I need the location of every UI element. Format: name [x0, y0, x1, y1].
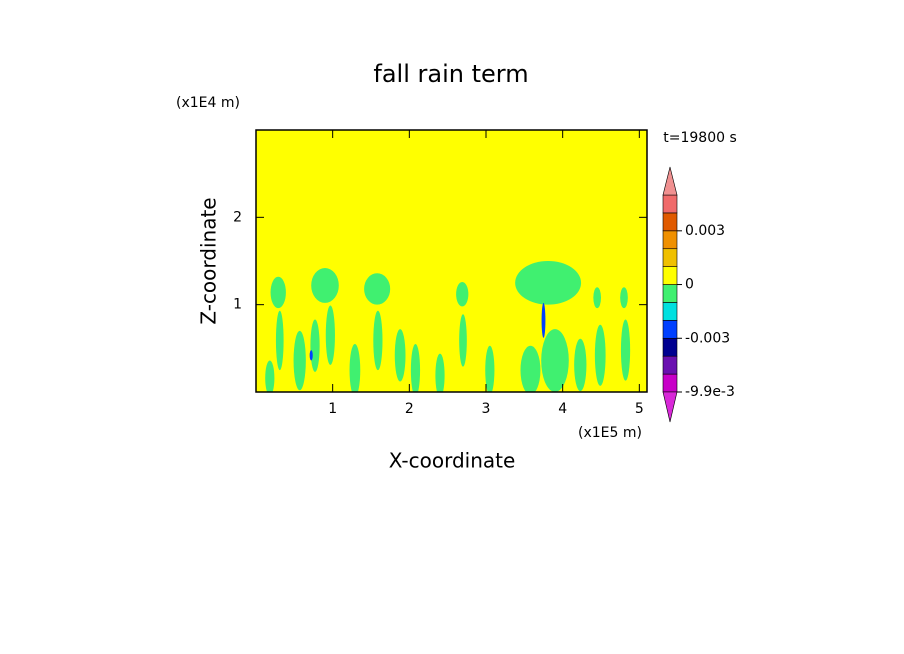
colorbar-box [662, 302, 678, 321]
colorbar-box [662, 355, 678, 375]
x-axis-label: X-coordinate [389, 449, 516, 473]
y-tick-label: 2 [233, 209, 242, 225]
colorbar-box [662, 337, 678, 357]
colorbar-tick-label: 0 [685, 277, 694, 293]
field-region [293, 330, 306, 391]
colorbar-box [662, 320, 678, 339]
colorbar-box [662, 248, 678, 267]
field-region [373, 310, 383, 371]
x-tick-label: 2 [405, 401, 414, 417]
y-unit: (x1E4 m) [176, 95, 240, 111]
field-region [270, 276, 286, 309]
x-unit: (x1E5 m) [578, 425, 642, 441]
colorbar-box [662, 212, 678, 232]
x-tick-label: 3 [482, 401, 491, 417]
colorbar-tick-label: -9.9e-3 [685, 384, 735, 400]
field-region [520, 345, 541, 392]
field-region [541, 302, 546, 338]
field-region [574, 338, 587, 392]
field-region [620, 319, 631, 381]
axes: 1 2 3 4 5 1 2 -9.9e-3 -0.003 0 0.003 [233, 129, 735, 423]
plot-area [256, 130, 647, 392]
field-region [594, 324, 606, 386]
annotation: t=19800 s [663, 130, 737, 146]
field-region [311, 267, 339, 303]
field-region [593, 287, 602, 309]
x-tick-label: 4 [558, 401, 567, 417]
field-region [275, 310, 284, 371]
y-axis-label: Z-coordinate [197, 197, 221, 324]
y-tick-label: 1 [233, 297, 242, 313]
colorbar-box [662, 373, 678, 393]
field-region [349, 343, 361, 392]
field-region [325, 305, 335, 365]
field-region [394, 329, 406, 382]
plot-frame [255, 129, 648, 393]
colorbar-tick-label: 0.003 [685, 223, 725, 239]
colorbar-box [662, 284, 678, 303]
field-region [265, 360, 275, 392]
field-region [364, 273, 391, 305]
colorbar-box [662, 194, 678, 214]
field-region [620, 287, 628, 309]
field-region [485, 345, 495, 392]
field-region [435, 353, 445, 392]
colorbar-tick-label: -0.003 [685, 330, 730, 346]
chart-title: fall rain term [373, 60, 528, 88]
field-region [541, 329, 569, 392]
x-tick-label: 1 [328, 401, 337, 417]
field-region [515, 261, 582, 305]
colorbar-box [662, 266, 678, 285]
colorbar-over [662, 166, 678, 196]
x-tick-label: 5 [635, 401, 644, 417]
field-region [309, 350, 313, 361]
field-region [310, 319, 320, 372]
colorbar-box [662, 230, 678, 250]
colorbar-under [662, 391, 678, 423]
field-region [410, 343, 421, 392]
field-region [456, 281, 469, 307]
field-region [459, 314, 467, 367]
